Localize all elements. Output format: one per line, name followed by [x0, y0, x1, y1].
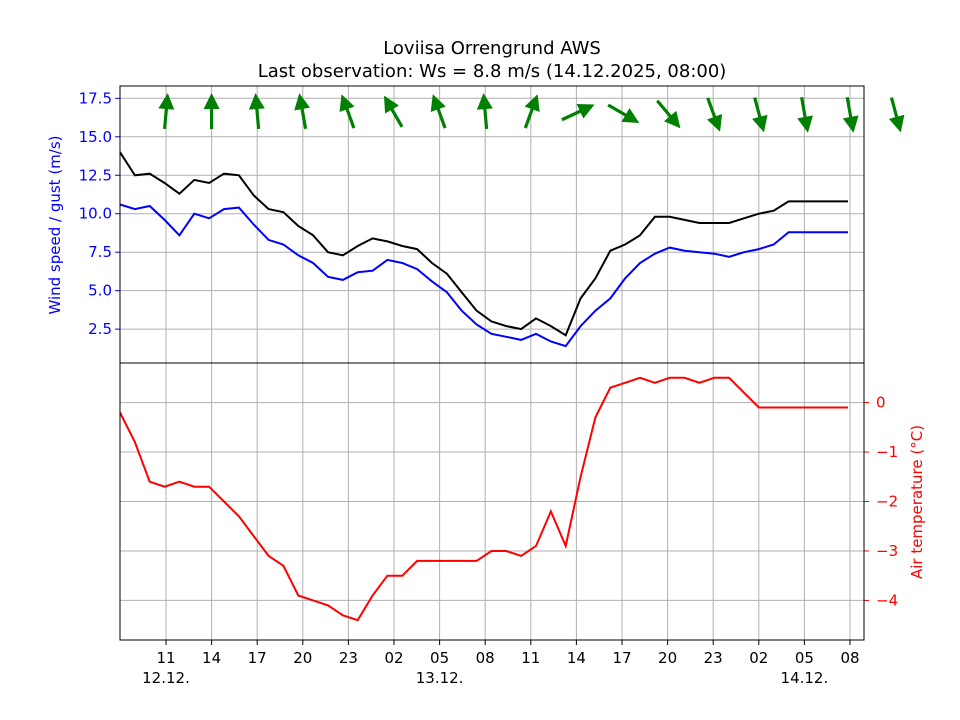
temp-y-tick-label: −2	[876, 493, 898, 511]
wind-arrow	[248, 93, 265, 130]
temp-y-tick-label: −3	[876, 542, 898, 560]
wind-arrow-head	[664, 110, 681, 129]
wind-arrow	[430, 94, 447, 129]
wind-arrow	[607, 103, 640, 123]
wind-arrow	[476, 93, 493, 130]
wind-arrow-shaft	[845, 96, 853, 122]
wind-arrow-head	[203, 93, 220, 109]
date-label: 14.12.	[781, 669, 829, 687]
wind-arrow	[842, 96, 859, 133]
date-labels: 12.12. 13.12. 14.12.	[142, 669, 828, 687]
wind-arrow-head	[158, 93, 175, 110]
temperature-y-ticks: 0 −1 −2 −3 −4	[864, 394, 898, 609]
x-tick-label: 23	[339, 649, 358, 667]
wind-arrow-head	[797, 115, 813, 133]
wind-arrow-head	[842, 115, 859, 133]
temperature-series-line	[119, 376, 848, 622]
wind-panel: 2.5 5.0 7.5 10.0 12.5 15.0 17.5 Wind speed / g…	[46, 85, 905, 364]
x-tick-label: 08	[840, 649, 859, 667]
wind-y-axis-label: Wind speed / gust (m/s)	[46, 135, 64, 314]
wind-arrow	[203, 93, 220, 129]
wind-arrow-head	[384, 95, 399, 114]
wind-y-tick-label: 2.5	[88, 320, 112, 338]
wind-arrow	[561, 104, 595, 122]
wind-arrow	[523, 94, 540, 129]
wind-arrow-head	[294, 93, 310, 111]
wind-arrow-head	[576, 104, 595, 119]
x-tick-label: 02	[384, 649, 403, 667]
wind-arrow-head	[339, 94, 355, 112]
wind-arrow	[888, 97, 905, 133]
x-tick-label: 17	[612, 649, 631, 667]
wind-arrow	[339, 94, 356, 129]
date-label: 13.12.	[416, 669, 464, 687]
temp-y-tick-label: −4	[876, 591, 898, 609]
wind-y-tick-label: 12.5	[79, 166, 112, 184]
wind-y-tick-label: 17.5	[79, 89, 112, 107]
wind-arrow-head	[888, 114, 905, 133]
wind-arrow-shaft	[299, 104, 308, 130]
wind-y-tick-label: 15.0	[79, 128, 112, 146]
wind-arrow-shaft	[800, 96, 808, 122]
wind-arrow-head	[752, 114, 768, 133]
wind-y-tick-label: 5.0	[88, 282, 112, 300]
temperature-panel-frame	[119, 362, 865, 641]
wind-y-ticks: 2.5 5.0 7.5 10.0 12.5 15.0 17.5	[79, 89, 120, 338]
x-tick-label: 11	[156, 649, 175, 667]
wind-arrow-head	[430, 94, 446, 112]
time-x-ticks: 11 14 17 20 23 02 05 08 11 14 17 20 23 02 05 08	[156, 640, 860, 667]
chart-title: Loviisa Orrengrund AWS	[383, 38, 601, 59]
temperature-panel: 0 −1 −2 −3 −4 Air temperature (°C)	[119, 362, 926, 641]
wind-direction-arrows	[158, 93, 905, 133]
x-tick-label: 05	[430, 649, 449, 667]
wind-arrow	[797, 96, 813, 133]
temp-y-tick-label: −1	[876, 443, 898, 461]
wind-speed-series-line	[119, 203, 848, 348]
wind-arrow-head	[524, 94, 540, 112]
x-tick-label: 14	[202, 649, 221, 667]
x-tick-label: 05	[795, 649, 814, 667]
x-tick-label: 14	[567, 649, 586, 667]
wind-arrow-head	[707, 114, 723, 132]
wind-y-tick-label: 7.5	[88, 243, 112, 261]
x-tick-label: 20	[658, 649, 677, 667]
x-tick-label: 20	[293, 649, 312, 667]
temp-y-tick-label: 0	[876, 394, 886, 412]
x-tick-label: 23	[704, 649, 723, 667]
wind-arrow	[294, 93, 310, 130]
wind-y-tick-label: 10.0	[79, 205, 112, 223]
wind-arrow	[752, 97, 768, 133]
gust-series-line	[119, 151, 848, 337]
temperature-grid	[120, 363, 864, 640]
wind-arrow-head	[248, 93, 265, 110]
x-tick-label: 08	[476, 649, 495, 667]
x-tick-label: 17	[248, 649, 267, 667]
wind-arrow-shaft	[753, 97, 763, 122]
wind-arrow	[158, 93, 175, 130]
chart-subtitle: Last observation: Ws = 8.8 m/s (14.12.20…	[258, 61, 727, 82]
wind-arrow	[384, 95, 404, 128]
x-tick-label: 02	[749, 649, 768, 667]
wind-arrow-shaft	[889, 97, 900, 122]
date-label: 12.12.	[142, 669, 190, 687]
x-tick-label: 11	[521, 649, 540, 667]
wind-grid	[120, 86, 864, 363]
wind-arrow	[656, 99, 681, 129]
temperature-y-axis-label: Air temperature (°C)	[908, 425, 926, 579]
wind-arrow-head	[476, 93, 493, 110]
wind-arrow	[706, 97, 723, 132]
wind-arrow-head	[621, 108, 640, 123]
